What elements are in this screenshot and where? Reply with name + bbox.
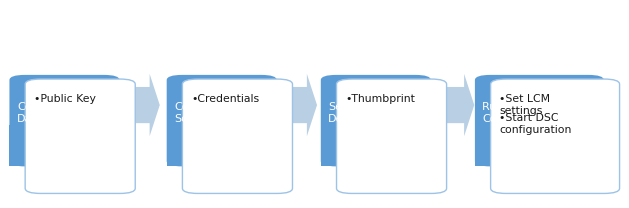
Text: •Credentials: •Credentials <box>191 94 259 104</box>
Text: Configuration
Data: Configuration Data <box>17 102 93 124</box>
FancyBboxPatch shape <box>491 79 620 193</box>
FancyBboxPatch shape <box>475 75 604 166</box>
Polygon shape <box>284 74 317 136</box>
Text: Run the
Configuration: Run the Configuration <box>482 102 559 124</box>
Text: •Set LCM
settings: •Set LCM settings <box>499 94 550 116</box>
Bar <box>475 125 604 166</box>
Bar <box>9 125 120 166</box>
Bar <box>167 125 277 166</box>
Text: Configuration
Script: Configuration Script <box>174 102 250 124</box>
FancyBboxPatch shape <box>321 75 431 166</box>
FancyBboxPatch shape <box>167 75 277 166</box>
FancyBboxPatch shape <box>337 79 447 193</box>
Text: •Public Key: •Public Key <box>34 94 96 104</box>
Bar <box>321 125 431 166</box>
FancyBboxPatch shape <box>182 79 292 193</box>
Polygon shape <box>442 74 474 136</box>
Text: •Thumbprint: •Thumbprint <box>345 94 415 104</box>
Text: Setup
Decryption: Setup Decryption <box>328 102 389 124</box>
Text: •Start DSC
configuration: •Start DSC configuration <box>499 113 572 135</box>
FancyBboxPatch shape <box>25 79 135 193</box>
Polygon shape <box>127 74 160 136</box>
FancyBboxPatch shape <box>9 75 120 166</box>
